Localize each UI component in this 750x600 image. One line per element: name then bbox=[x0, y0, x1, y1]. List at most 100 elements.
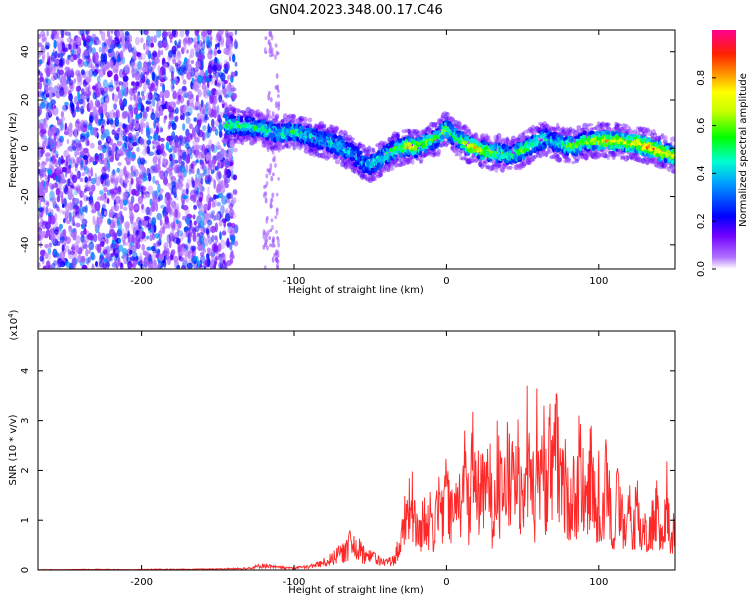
noise-speckle bbox=[201, 61, 204, 71]
noise-speckle bbox=[163, 63, 168, 68]
noise-speckle bbox=[93, 72, 97, 78]
noise-speckle bbox=[61, 195, 64, 205]
noise-speckle bbox=[163, 31, 169, 37]
noise-speckle bbox=[190, 163, 193, 170]
noise-speckle bbox=[193, 117, 197, 122]
noise-speckle bbox=[53, 39, 57, 49]
ridge-cell bbox=[285, 130, 290, 134]
noise-speckle bbox=[46, 201, 50, 208]
noise-speckle bbox=[49, 228, 56, 234]
noise-speckle bbox=[151, 62, 156, 70]
noise-speckle bbox=[110, 178, 115, 183]
ridge-halo bbox=[547, 149, 553, 155]
noise-speckle bbox=[233, 240, 239, 247]
noise-speckle bbox=[56, 240, 61, 246]
noise-speckle bbox=[219, 231, 222, 240]
noise-speckle bbox=[49, 147, 53, 152]
noise-speckle bbox=[228, 203, 234, 210]
noise-speckle bbox=[192, 195, 196, 204]
noise-speckle bbox=[277, 177, 280, 181]
noise-speckle bbox=[68, 158, 73, 167]
noise-speckle bbox=[148, 92, 153, 101]
noise-speckle bbox=[160, 49, 164, 56]
noise-speckle bbox=[229, 159, 234, 166]
noise-speckle bbox=[187, 238, 191, 244]
noise-speckle bbox=[184, 243, 188, 250]
noise-speckle bbox=[269, 228, 273, 233]
noise-speckle bbox=[171, 30, 177, 38]
noise-speckle bbox=[59, 209, 64, 214]
noise-speckle bbox=[213, 106, 218, 111]
noise-speckle bbox=[216, 183, 222, 193]
noise-speckle bbox=[50, 234, 56, 243]
noise-speckle bbox=[196, 186, 200, 196]
noise-speckle bbox=[230, 212, 237, 220]
noise-speckle bbox=[176, 219, 179, 225]
noise-speckle bbox=[190, 222, 194, 230]
noise-speckle bbox=[153, 163, 160, 174]
noise-speckle bbox=[101, 240, 105, 248]
noise-speckle bbox=[117, 257, 121, 267]
noise-speckle bbox=[124, 40, 129, 51]
noise-speckle bbox=[131, 68, 135, 74]
noise-speckle bbox=[81, 240, 88, 249]
noise-speckle bbox=[103, 59, 108, 65]
noise-speckle bbox=[211, 253, 215, 261]
noise-speckle bbox=[185, 182, 190, 192]
noise-speckle bbox=[173, 236, 179, 244]
noise-speckle bbox=[220, 193, 224, 202]
noise-speckle bbox=[90, 177, 97, 185]
noise-speckle bbox=[195, 150, 199, 159]
noise-speckle bbox=[165, 204, 172, 214]
noise-speckle bbox=[167, 135, 172, 141]
noise-speckle bbox=[47, 168, 52, 175]
ridge-halo bbox=[444, 111, 450, 117]
noise-speckle bbox=[192, 84, 197, 91]
noise-speckle bbox=[103, 157, 109, 167]
noise-speckle bbox=[105, 236, 109, 245]
noise-speckle bbox=[122, 79, 129, 89]
noise-speckle bbox=[80, 105, 85, 115]
ridge-halo bbox=[545, 151, 549, 158]
noise-speckle bbox=[54, 204, 59, 209]
noise-speckle bbox=[149, 165, 155, 174]
noise-speckle bbox=[221, 195, 228, 205]
ridge-halo bbox=[339, 129, 344, 133]
noise-speckle bbox=[91, 263, 95, 269]
spectrogram-marks bbox=[38, 30, 675, 269]
noise-speckle bbox=[131, 68, 137, 77]
noise-speckle bbox=[231, 56, 236, 62]
noise-speckle bbox=[164, 115, 168, 120]
noise-speckle bbox=[68, 79, 74, 86]
noise-speckle bbox=[163, 242, 169, 250]
noise-speckle bbox=[120, 33, 126, 38]
noise-speckle bbox=[174, 40, 177, 46]
noise-speckle bbox=[199, 159, 204, 164]
noise-speckle bbox=[277, 101, 281, 107]
noise-speckle bbox=[207, 160, 214, 167]
noise-speckle bbox=[140, 72, 144, 81]
noise-speckle bbox=[50, 209, 54, 216]
noise-speckle bbox=[62, 203, 65, 208]
noise-speckle bbox=[142, 237, 148, 242]
noise-speckle bbox=[195, 136, 200, 143]
noise-speckle bbox=[192, 105, 198, 110]
noise-speckle bbox=[133, 107, 139, 115]
noise-speckle bbox=[130, 177, 134, 185]
noise-speckle bbox=[197, 74, 203, 84]
noise-speckle bbox=[131, 81, 136, 87]
noise-speckle bbox=[106, 198, 110, 204]
noise-speckle bbox=[43, 264, 47, 269]
noise-speckle bbox=[76, 149, 80, 156]
noise-speckle bbox=[163, 177, 168, 185]
noise-speckle bbox=[56, 166, 60, 175]
noise-speckle bbox=[122, 199, 128, 206]
noise-speckle bbox=[80, 255, 86, 263]
noise-speckle bbox=[38, 76, 45, 83]
noise-speckle bbox=[135, 242, 141, 250]
noise-speckle bbox=[194, 225, 200, 233]
noise-speckle bbox=[274, 43, 278, 48]
ridge-halo bbox=[558, 156, 562, 163]
noise-speckle bbox=[116, 167, 120, 173]
ridge-halo bbox=[395, 131, 400, 139]
